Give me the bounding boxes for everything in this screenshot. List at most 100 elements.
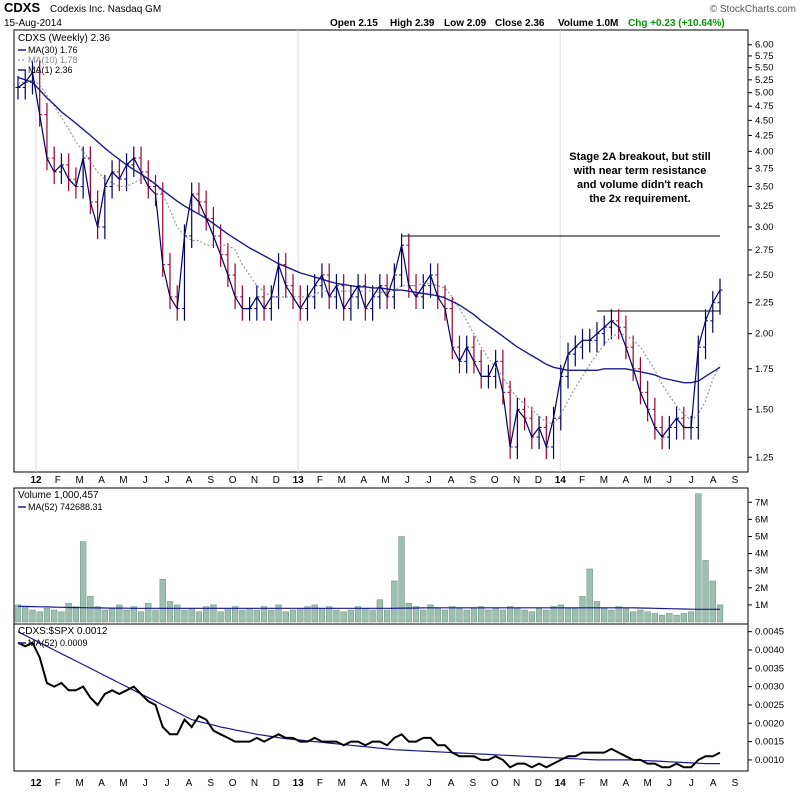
volume-bar bbox=[521, 609, 528, 623]
volume-bar bbox=[412, 606, 420, 623]
x-tick-label: J bbox=[165, 475, 170, 486]
volume-bar bbox=[543, 609, 550, 623]
volume-tick-label: 6M bbox=[755, 514, 768, 525]
x-tick-label: O bbox=[229, 778, 237, 789]
volume-bar bbox=[137, 611, 145, 623]
x-tick-label: A bbox=[622, 778, 629, 789]
annotation-line-4: the 2x requirement. bbox=[589, 193, 690, 205]
price-tick-label: 2.00 bbox=[755, 329, 774, 340]
volume-bar bbox=[550, 606, 557, 623]
volume-bar bbox=[420, 609, 427, 623]
volume-bar bbox=[478, 606, 485, 623]
volume-bar bbox=[282, 611, 289, 623]
volume-bar bbox=[130, 606, 137, 623]
volume-bar bbox=[579, 596, 586, 623]
price-tick-label: 2.50 bbox=[755, 270, 774, 281]
x-tick-label: D bbox=[535, 778, 542, 789]
volume-bar bbox=[434, 608, 441, 623]
price-marks bbox=[15, 60, 723, 460]
ratio-tick-label: 0.0010 bbox=[755, 755, 784, 766]
volume-bar bbox=[535, 608, 543, 623]
annotation: Stage 2A breakout, but still with near t… bbox=[569, 151, 710, 205]
ratio-ma-line bbox=[17, 631, 720, 765]
ratio-tick-label: 0.0045 bbox=[755, 627, 784, 638]
x-tick-label: D bbox=[273, 475, 280, 486]
price-panel-frame bbox=[13, 29, 749, 473]
volume-bar bbox=[615, 606, 622, 623]
volume-tick-label: 4M bbox=[755, 549, 768, 560]
volume-bar bbox=[116, 604, 123, 623]
x-tick-label: S bbox=[732, 778, 739, 789]
x-tick-label: D bbox=[273, 778, 280, 789]
price-tick-label: 5.25 bbox=[755, 75, 774, 86]
x-tick-label: A bbox=[360, 778, 367, 789]
volume-bar bbox=[564, 608, 572, 623]
volume-bar bbox=[174, 604, 181, 623]
x-tick-label: S bbox=[732, 475, 739, 486]
volume-bar bbox=[470, 608, 478, 623]
volume-bar bbox=[528, 611, 535, 623]
ratio-tick-label: 0.0025 bbox=[755, 700, 784, 711]
volume-tick-label: 1M bbox=[755, 600, 768, 611]
volume-bar bbox=[318, 608, 326, 623]
ratio-tick-label: 0.0015 bbox=[755, 737, 784, 748]
x-tick-label: N bbox=[513, 778, 520, 789]
volume-tick-label: 2M bbox=[755, 583, 768, 594]
ratio-tick-label: 0.0035 bbox=[755, 663, 784, 674]
volume-bar bbox=[362, 608, 369, 623]
price-tick-label: 1.75 bbox=[755, 364, 774, 375]
volume-bar bbox=[702, 560, 709, 623]
price-tick-label: 3.25 bbox=[755, 201, 774, 212]
x-tick-label: 13 bbox=[293, 778, 305, 789]
company-name: Codexis Inc. Nasdaq GM bbox=[50, 4, 161, 15]
price-tick-label: 4.75 bbox=[755, 101, 774, 112]
x-tick-label: A bbox=[98, 475, 105, 486]
ratio-tick-label: 0.0040 bbox=[755, 645, 784, 656]
volume-bar bbox=[608, 609, 615, 623]
volume-bar bbox=[506, 606, 514, 623]
x-tick-label: J bbox=[427, 778, 432, 789]
volume-bar bbox=[297, 608, 304, 623]
volume-bar bbox=[29, 609, 36, 623]
price-tick-label: 4.50 bbox=[755, 115, 774, 126]
x-tick-label: F bbox=[317, 475, 323, 486]
ratio-legend: CDXS:$SPX 0.0012 MA(52) 0.0009 bbox=[18, 626, 108, 648]
x-axis-price: 12 F M A M J J A S O N D 13 F M A M J J A S O N D 14 F M A M J J A S bbox=[30, 475, 738, 486]
price-tick-label: 1.25 bbox=[755, 452, 774, 463]
x-tick-label: M bbox=[119, 475, 127, 486]
x-tick-label: F bbox=[55, 475, 61, 486]
x-tick-label: M bbox=[76, 778, 84, 789]
x-tick-label: J bbox=[667, 778, 672, 789]
volume-bar bbox=[499, 609, 507, 623]
ratio-tick-label: 0.0020 bbox=[755, 718, 784, 729]
volume-legend: Volume 1,000,457 MA(52) 742688.31 bbox=[18, 490, 103, 512]
volume-bar bbox=[680, 613, 687, 623]
volume-bar bbox=[572, 608, 579, 623]
volume-bar bbox=[557, 604, 564, 623]
x-tick-label: J bbox=[427, 475, 432, 486]
x-tick-label: N bbox=[251, 475, 258, 486]
volume-bar bbox=[593, 601, 601, 623]
volume-bar bbox=[101, 609, 108, 623]
x-tick-label: J bbox=[405, 778, 410, 789]
volume-bar bbox=[630, 611, 637, 623]
annotation-line-2: with near term resistance bbox=[573, 165, 707, 177]
volume-bar bbox=[326, 606, 333, 623]
x-tick-label: A bbox=[710, 778, 717, 789]
volume-bar bbox=[94, 606, 101, 623]
x-tick-label: M bbox=[643, 778, 651, 789]
copyright: © StockCharts.com bbox=[710, 4, 796, 15]
x-tick-label: S bbox=[470, 475, 477, 486]
volume-bar bbox=[246, 608, 253, 623]
chart-date: 15-Aug-2014 bbox=[4, 18, 62, 29]
volume-bar bbox=[253, 609, 260, 623]
volume-bar bbox=[391, 580, 398, 623]
volume-bar bbox=[340, 611, 347, 623]
x-tick-label: F bbox=[317, 778, 323, 789]
volume-bar bbox=[108, 608, 116, 623]
volume-bar bbox=[224, 608, 232, 623]
volume-bar bbox=[159, 578, 166, 623]
volume-bar bbox=[311, 604, 318, 623]
ratio-legend-ma: MA(52) 0.0009 bbox=[28, 638, 88, 648]
price-legend-ma30: MA(30) 1.76 bbox=[28, 45, 78, 55]
